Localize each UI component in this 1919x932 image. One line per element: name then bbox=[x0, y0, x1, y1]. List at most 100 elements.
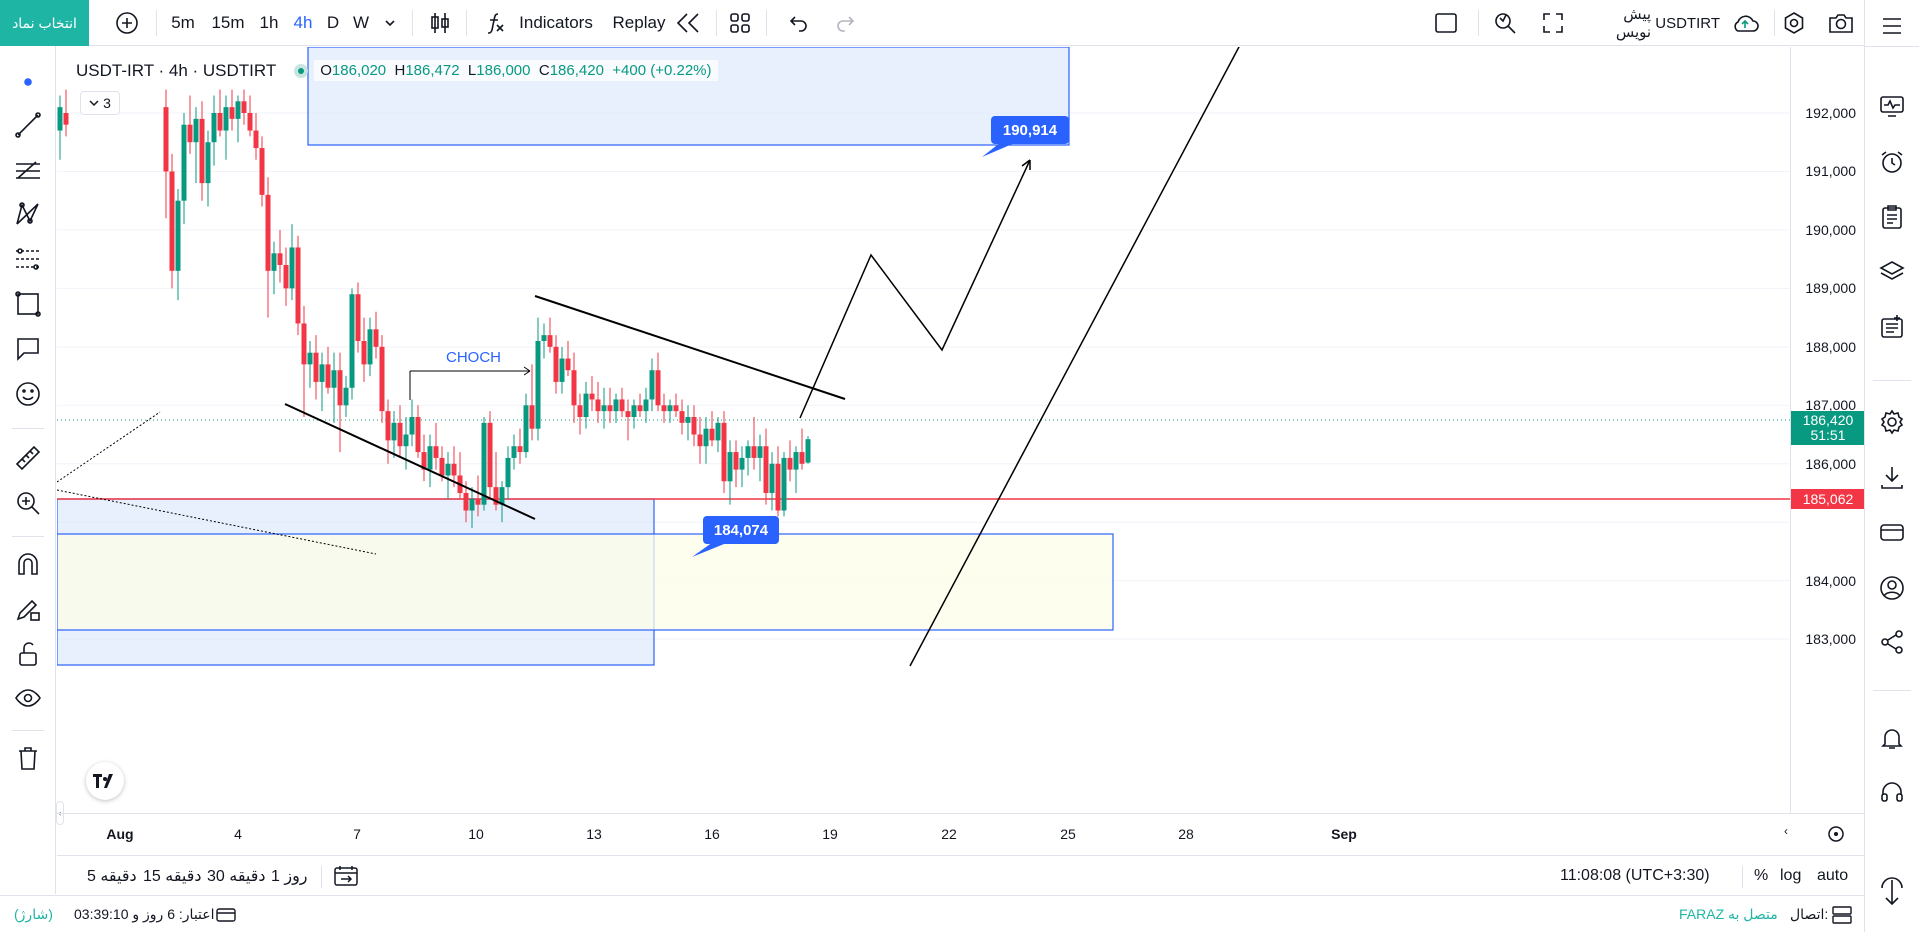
text-tool[interactable] bbox=[14, 335, 42, 363]
cloud-save-button[interactable] bbox=[1728, 0, 1762, 46]
hide-drawings-tool[interactable] bbox=[14, 684, 42, 712]
profile-button[interactable] bbox=[1878, 574, 1906, 602]
candle-body bbox=[745, 446, 751, 458]
notes-button[interactable] bbox=[1878, 203, 1906, 231]
help-button[interactable] bbox=[1878, 876, 1906, 906]
alerts-button[interactable] bbox=[1878, 148, 1906, 176]
log-scale-toggle[interactable]: log bbox=[1780, 867, 1802, 884]
snapshot-button[interactable] bbox=[1826, 0, 1856, 46]
wallet-button[interactable] bbox=[1878, 518, 1906, 546]
watchlist-button[interactable] bbox=[1878, 92, 1906, 120]
candle-body bbox=[163, 107, 169, 172]
interval-w[interactable]: W bbox=[352, 13, 370, 32]
support-button[interactable] bbox=[1878, 778, 1906, 806]
pattern-tool[interactable] bbox=[14, 200, 42, 228]
clipboard-icon bbox=[1882, 205, 1902, 229]
scroll-to-end-button[interactable] bbox=[1826, 824, 1846, 844]
ruler-tool[interactable] bbox=[14, 444, 42, 472]
ruler-icon bbox=[15, 445, 41, 471]
percent-scale-toggle[interactable]: % bbox=[1754, 867, 1769, 884]
callout-icon bbox=[17, 338, 39, 361]
candle-body bbox=[667, 405, 673, 412]
candle-body bbox=[553, 346, 559, 382]
candle-body bbox=[193, 118, 199, 143]
download-button[interactable] bbox=[1878, 463, 1906, 491]
rectangle-icon bbox=[15, 291, 41, 317]
chart-type-button[interactable] bbox=[426, 0, 454, 46]
replay-icon-button[interactable] bbox=[672, 0, 704, 46]
range-15m[interactable]: 15 دقیقه bbox=[143, 868, 202, 885]
time-scroll-left[interactable]: ‹ bbox=[1784, 824, 1788, 838]
interval-1h[interactable]: 1h bbox=[259, 13, 279, 32]
stay-in-drawing-tool[interactable] bbox=[14, 595, 42, 623]
fullscreen-frame-button[interactable] bbox=[1432, 0, 1460, 46]
fx-icon bbox=[487, 13, 504, 34]
chart-settings-button[interactable] bbox=[1878, 408, 1906, 436]
candle-body bbox=[319, 364, 325, 382]
candle-body bbox=[223, 107, 229, 131]
fib-tool[interactable] bbox=[14, 156, 42, 184]
interval-dropdown[interactable] bbox=[380, 0, 400, 46]
layout-name[interactable]: USDTIRT پیش نویس bbox=[1586, 0, 1720, 46]
tv-logo-icon bbox=[93, 774, 113, 788]
share-button[interactable] bbox=[1878, 628, 1906, 656]
chart-canvas[interactable]: CHOCH 190,914 184,074 bbox=[57, 47, 1790, 813]
eye-icon bbox=[15, 689, 41, 707]
date-range-button[interactable] bbox=[333, 856, 359, 896]
candle-body bbox=[283, 264, 289, 289]
zoom-tool[interactable] bbox=[14, 489, 42, 517]
range-1d[interactable]: 1 روز bbox=[271, 868, 308, 885]
gear-icon bbox=[1880, 409, 1904, 435]
add-symbol-button[interactable] bbox=[110, 0, 144, 46]
last-price-value: 186,420 bbox=[1802, 412, 1854, 428]
quick-search-button[interactable] bbox=[1490, 0, 1520, 46]
news-button[interactable] bbox=[1878, 313, 1906, 341]
time-tick: 7 bbox=[353, 826, 361, 842]
server-icon-wrap bbox=[1832, 896, 1852, 932]
interval-15m[interactable]: 15m bbox=[211, 13, 245, 32]
shapes-tool[interactable] bbox=[14, 290, 42, 318]
charge-link[interactable]: (شارژ) bbox=[14, 906, 53, 922]
price-tick: 188,000 bbox=[1805, 338, 1856, 355]
legend-title[interactable]: USDT-IRT · 4h · USDTIRT bbox=[76, 60, 277, 80]
notifications-button[interactable] bbox=[1878, 724, 1906, 752]
emoji-tool[interactable] bbox=[14, 380, 42, 408]
menu-button[interactable] bbox=[1878, 12, 1906, 40]
candle-body bbox=[301, 323, 307, 365]
layout-button[interactable] bbox=[726, 0, 754, 46]
undo-button[interactable] bbox=[784, 0, 812, 46]
candle-body bbox=[337, 370, 343, 406]
card-icon bbox=[1880, 524, 1904, 541]
redo-button[interactable] bbox=[832, 0, 860, 46]
symbol-search-button[interactable]: انتخاب نماد bbox=[0, 0, 89, 46]
connection-value: متصل به FARAZ bbox=[1679, 906, 1778, 922]
interval-d[interactable]: D bbox=[326, 13, 340, 32]
range-30m[interactable]: 30 دقیقه bbox=[207, 868, 266, 885]
time-axis[interactable]: ‹ Aug 4 7 10 13 16 19 22 25 28 Sep bbox=[57, 813, 1864, 855]
interval-4h[interactable]: 4h bbox=[293, 13, 313, 32]
lock-drawings-tool[interactable] bbox=[14, 640, 42, 668]
candle-body bbox=[205, 142, 211, 184]
open-value: 186,020 bbox=[331, 62, 387, 79]
indicators-icon-button[interactable] bbox=[484, 0, 508, 46]
replay-button[interactable]: Replay bbox=[612, 13, 666, 32]
trend-line-tool[interactable] bbox=[14, 111, 42, 139]
indicators-button[interactable]: Indicators bbox=[519, 13, 593, 32]
time-tick: Aug bbox=[106, 826, 134, 842]
magnet-tool[interactable] bbox=[14, 550, 42, 578]
headset-icon bbox=[1881, 782, 1903, 802]
price-scale[interactable]: 192,000 191,000 190,000 189,000 188,000 187,0… bbox=[1790, 47, 1865, 813]
clock-timezone[interactable]: 11:08:08 (UTC+3:30) bbox=[1560, 867, 1710, 884]
object-tree-button[interactable] bbox=[1878, 258, 1906, 286]
indicators-collapse-button[interactable]: 3 bbox=[80, 91, 120, 115]
interval-5m[interactable]: 5m bbox=[171, 13, 195, 32]
tradingview-logo[interactable] bbox=[86, 762, 124, 800]
remove-drawings-tool[interactable] bbox=[14, 744, 42, 772]
prediction-tool[interactable] bbox=[14, 245, 42, 273]
crosshair-tool[interactable] bbox=[14, 68, 42, 96]
settings-button[interactable] bbox=[1780, 0, 1808, 46]
fullscreen-button[interactable] bbox=[1538, 0, 1568, 46]
candle-body bbox=[535, 340, 541, 429]
auto-scale-toggle[interactable]: auto bbox=[1817, 867, 1849, 884]
range-5m[interactable]: 5 دقیقه bbox=[87, 868, 137, 885]
